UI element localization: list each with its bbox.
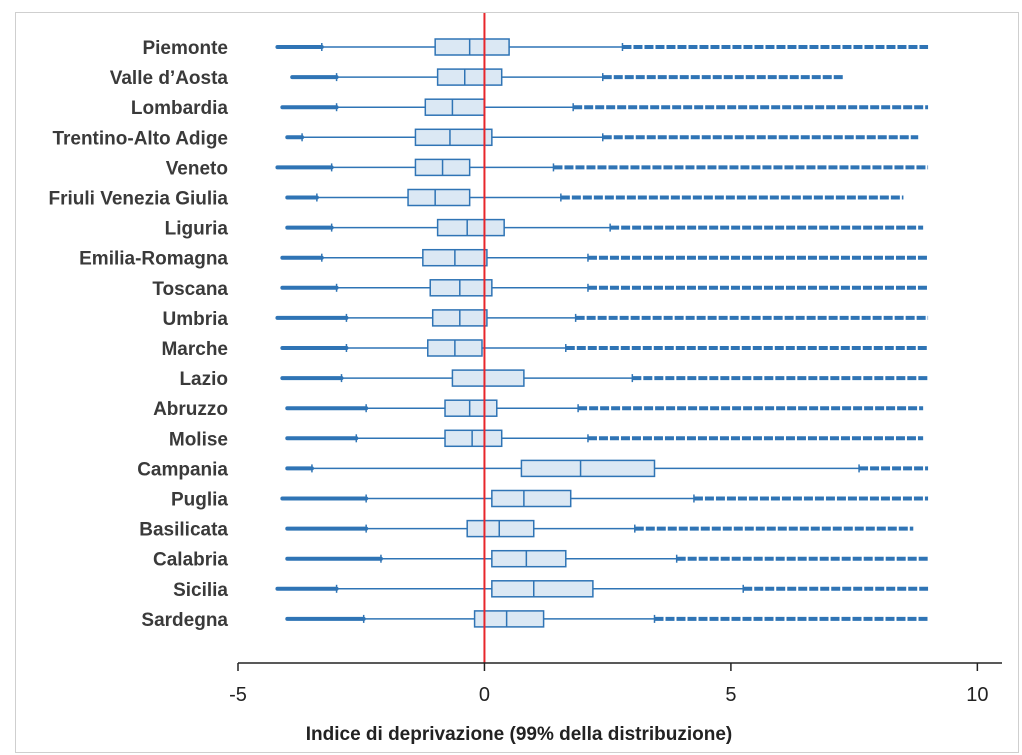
box-row-basilicata: Basilicata [139,519,914,541]
box-row-lombardia: Lombardia [131,98,929,119]
box-row-abruzzo: Abruzzo [153,399,924,420]
category-label: Marche [161,339,228,360]
box-row-lazio: Lazio [179,369,929,390]
iqr-box [444,399,498,417]
category-label: Campania [137,459,228,480]
box-row-marche: Marche [161,339,929,360]
box-row-piemonte: Piemonte [142,38,929,59]
box-row-friuli-venezia-giulia: Friuli Venezia Giulia [49,189,904,210]
box-row-liguria: Liguria [165,218,924,240]
category-label: Emilia-Romagna [79,249,228,270]
iqr-box [444,429,503,448]
iqr-box [491,580,594,598]
category-label: Basilicata [139,520,228,541]
box-row-emilia-romagna: Emilia-Romagna [79,249,929,270]
box-row-molise: Molise [169,429,924,450]
category-label: Lombardia [131,98,229,119]
iqr-box [436,218,505,237]
x-axis: -5 0 5 10 [229,662,1002,706]
iqr-box [429,279,493,297]
category-label: Lazio [179,369,228,390]
category-label: Umbria [163,309,229,330]
category-label: Puglia [171,490,228,511]
x-tick-label: -5 [229,684,247,706]
box-row-valle-d-aosta: Valle d’Aosta [110,68,845,89]
box-row-calabria: Calabria [153,549,929,571]
x-tick-label: 10 [966,684,988,706]
category-label: Molise [169,429,228,450]
box-row-umbria: Umbria [163,309,929,330]
iqr-box [407,188,471,207]
category-label: Sicilia [173,580,228,601]
category-label: Friuli Venezia Giulia [49,189,229,210]
iqr-box [473,610,545,628]
iqr-box [491,549,567,568]
category-label: Sardegna [141,610,228,631]
iqr-box [520,459,656,478]
iqr-box [451,369,525,387]
box-row-trentino-alto-adige: Trentino-Alto Adige [52,128,919,149]
boxes-layer: Piemonte Valle d’Aosta Lombardia Trentino-A… [49,38,929,631]
category-label: Piemonte [142,38,228,59]
category-label: Trentino-Alto Adige [52,128,228,149]
box-row-campania: Campania [137,459,929,480]
x-axis-title: Indice di deprivazione (99% della distri… [306,724,733,745]
category-label: Liguria [165,219,229,240]
category-label: Calabria [153,550,228,571]
box-row-sardegna: Sardegna [141,610,929,631]
box-row-puglia: Puglia [171,489,929,511]
iqr-box [414,128,493,147]
iqr-box [436,68,503,86]
x-tick-label: 5 [725,684,736,706]
box-row-toscana: Toscana [152,279,929,300]
box-row-veneto: Veneto [166,158,929,179]
x-tick-label: 0 [479,684,490,706]
category-label: Toscana [152,279,228,300]
iqr-box [424,98,486,116]
chart-frame: Piemonte Valle d’Aosta Lombardia Trentino-A… [15,12,1019,753]
category-label: Valle d’Aosta [110,68,229,89]
category-label: Veneto [166,158,228,179]
box-row-sicilia: Sicilia [173,580,929,601]
iqr-box [466,519,535,538]
boxplot-chart: Piemonte Valle d’Aosta Lombardia Trentino-A… [49,13,1002,745]
iqr-box [491,489,572,508]
iqr-box [434,38,510,56]
category-label: Abruzzo [153,399,228,420]
